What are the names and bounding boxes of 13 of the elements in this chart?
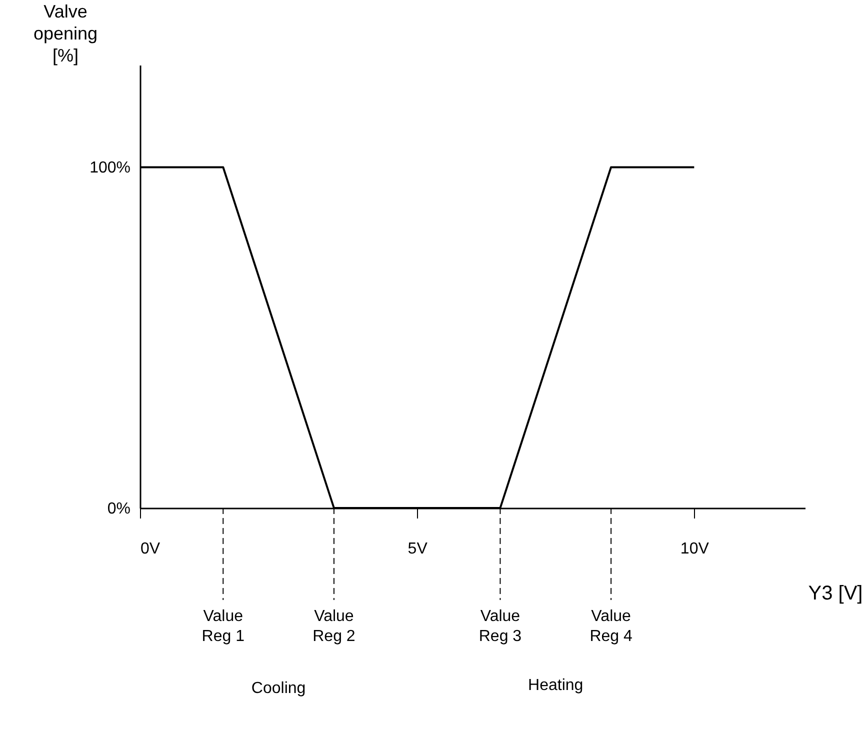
y-axis-title: Valve opening [%] [33, 2, 98, 66]
y-tick-label: 0% [107, 500, 130, 518]
y-tick-label: 100% [90, 160, 130, 177]
text: Cooling [251, 680, 306, 697]
x-tick-label: 5V [408, 540, 428, 558]
text: Heating [528, 677, 584, 694]
ref-line-label: Value Reg 1 [202, 608, 245, 645]
x-tick-label: 10V [680, 540, 710, 558]
x-axis-title: Y3 [V] [808, 582, 863, 604]
ref-line-label: Value Reg 4 [590, 608, 632, 645]
x-tick-label: 0V [140, 540, 160, 558]
ref-line-label: Value Reg 3 [478, 608, 522, 645]
ref-line-label: Value Reg 2 [312, 608, 356, 645]
